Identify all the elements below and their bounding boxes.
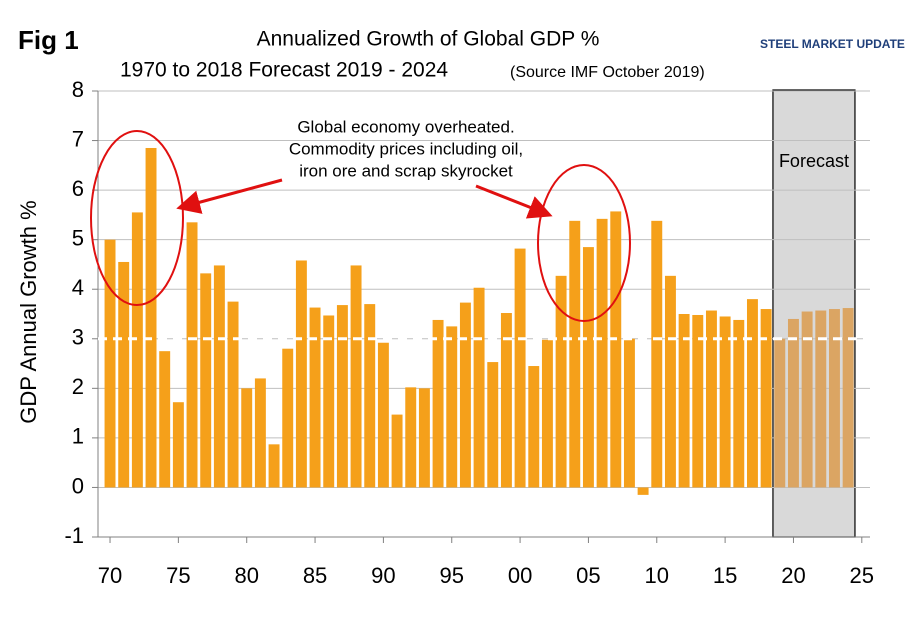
bar <box>514 248 526 488</box>
bar <box>323 315 335 488</box>
bar <box>377 342 389 488</box>
bar <box>391 414 403 488</box>
bar <box>555 275 567 488</box>
y-axis-label: GDP Annual Growth % <box>16 200 41 423</box>
x-tick-label: 20 <box>781 563 805 588</box>
x-tick-label: 00 <box>508 563 532 588</box>
chart-subtitle: 1970 to 2018 Forecast 2019 - 2024 <box>120 59 448 82</box>
highlight-circle <box>90 130 184 306</box>
x-tick-label: 25 <box>850 563 874 588</box>
bar <box>405 387 417 488</box>
bar <box>664 275 676 488</box>
x-tick-label: 90 <box>371 563 395 588</box>
bar <box>746 299 758 488</box>
bar <box>610 211 622 488</box>
bar <box>487 362 499 488</box>
bar <box>815 310 827 488</box>
bar <box>227 301 239 488</box>
y-tick-label: 1 <box>72 424 84 449</box>
bar <box>582 247 594 488</box>
x-tick-label: 05 <box>576 563 600 588</box>
forecast-region <box>772 89 856 538</box>
annotation-arrow <box>176 178 283 214</box>
forecast-label: Forecast <box>779 151 849 171</box>
bar <box>528 366 540 488</box>
bar <box>692 314 704 488</box>
bar <box>787 318 799 488</box>
source-note: (Source IMF October 2019) <box>510 64 705 81</box>
y-tick-label: -1 <box>64 523 84 548</box>
annotation-line: Global economy overheated. <box>297 117 514 136</box>
bar <box>760 309 772 488</box>
bar <box>801 311 813 488</box>
annotation-line: iron ore and scrap skyrocket <box>299 161 513 180</box>
bar <box>241 388 253 488</box>
bar <box>145 147 157 488</box>
bar <box>842 308 854 488</box>
bar <box>623 338 635 488</box>
y-tick-label: 7 <box>72 126 84 151</box>
bar <box>350 265 362 488</box>
bar <box>364 304 376 488</box>
bar <box>172 402 184 488</box>
x-tick-label: 80 <box>234 563 258 588</box>
bar <box>104 239 116 488</box>
x-tick-label: 75 <box>166 563 190 588</box>
y-tick-label: 6 <box>72 176 84 201</box>
bar <box>186 222 198 488</box>
bar <box>637 487 649 495</box>
bar <box>309 307 321 488</box>
bar <box>418 388 430 488</box>
figure-label: Fig 1 <box>18 25 79 55</box>
bar <box>282 348 294 488</box>
y-tick-label: 8 <box>72 77 84 102</box>
bar <box>541 339 553 488</box>
annotation-line: Commodity prices including oil, <box>289 139 523 158</box>
y-tick-label: 0 <box>72 473 84 498</box>
bar <box>500 313 512 488</box>
x-tick-label: 85 <box>303 563 327 588</box>
y-tick-label: 4 <box>72 275 84 300</box>
bar <box>432 319 444 488</box>
bar <box>336 305 348 488</box>
x-tick-label: 10 <box>645 563 669 588</box>
bar <box>295 260 307 488</box>
bar <box>678 314 690 488</box>
bar <box>569 220 581 488</box>
logo: STEEL MARKET UPDATE <box>760 37 905 51</box>
bar <box>651 220 663 488</box>
bar <box>200 273 212 488</box>
bar <box>459 302 471 488</box>
bar <box>213 265 225 488</box>
bar <box>705 310 717 488</box>
bar <box>719 316 731 488</box>
x-tick-label: 70 <box>98 563 122 588</box>
y-tick-label: 2 <box>72 374 84 399</box>
y-tick-label: 5 <box>72 225 84 250</box>
bar <box>254 378 266 488</box>
bar <box>733 319 745 488</box>
bar <box>774 338 786 488</box>
x-tick-label: 15 <box>713 563 737 588</box>
foreground-layer <box>98 147 870 495</box>
bar <box>473 287 485 488</box>
bar <box>131 212 143 488</box>
bar <box>118 261 130 488</box>
bar <box>596 218 608 488</box>
bar <box>268 444 280 488</box>
x-tick-label: 95 <box>440 563 464 588</box>
annotation-arrow <box>475 184 553 219</box>
y-tick-label: 3 <box>72 325 84 350</box>
chart-title: Annualized Growth of Global GDP % <box>257 28 600 51</box>
highlight-circle <box>537 164 631 322</box>
bar <box>159 351 171 488</box>
bar <box>446 326 458 488</box>
bar <box>828 309 840 488</box>
